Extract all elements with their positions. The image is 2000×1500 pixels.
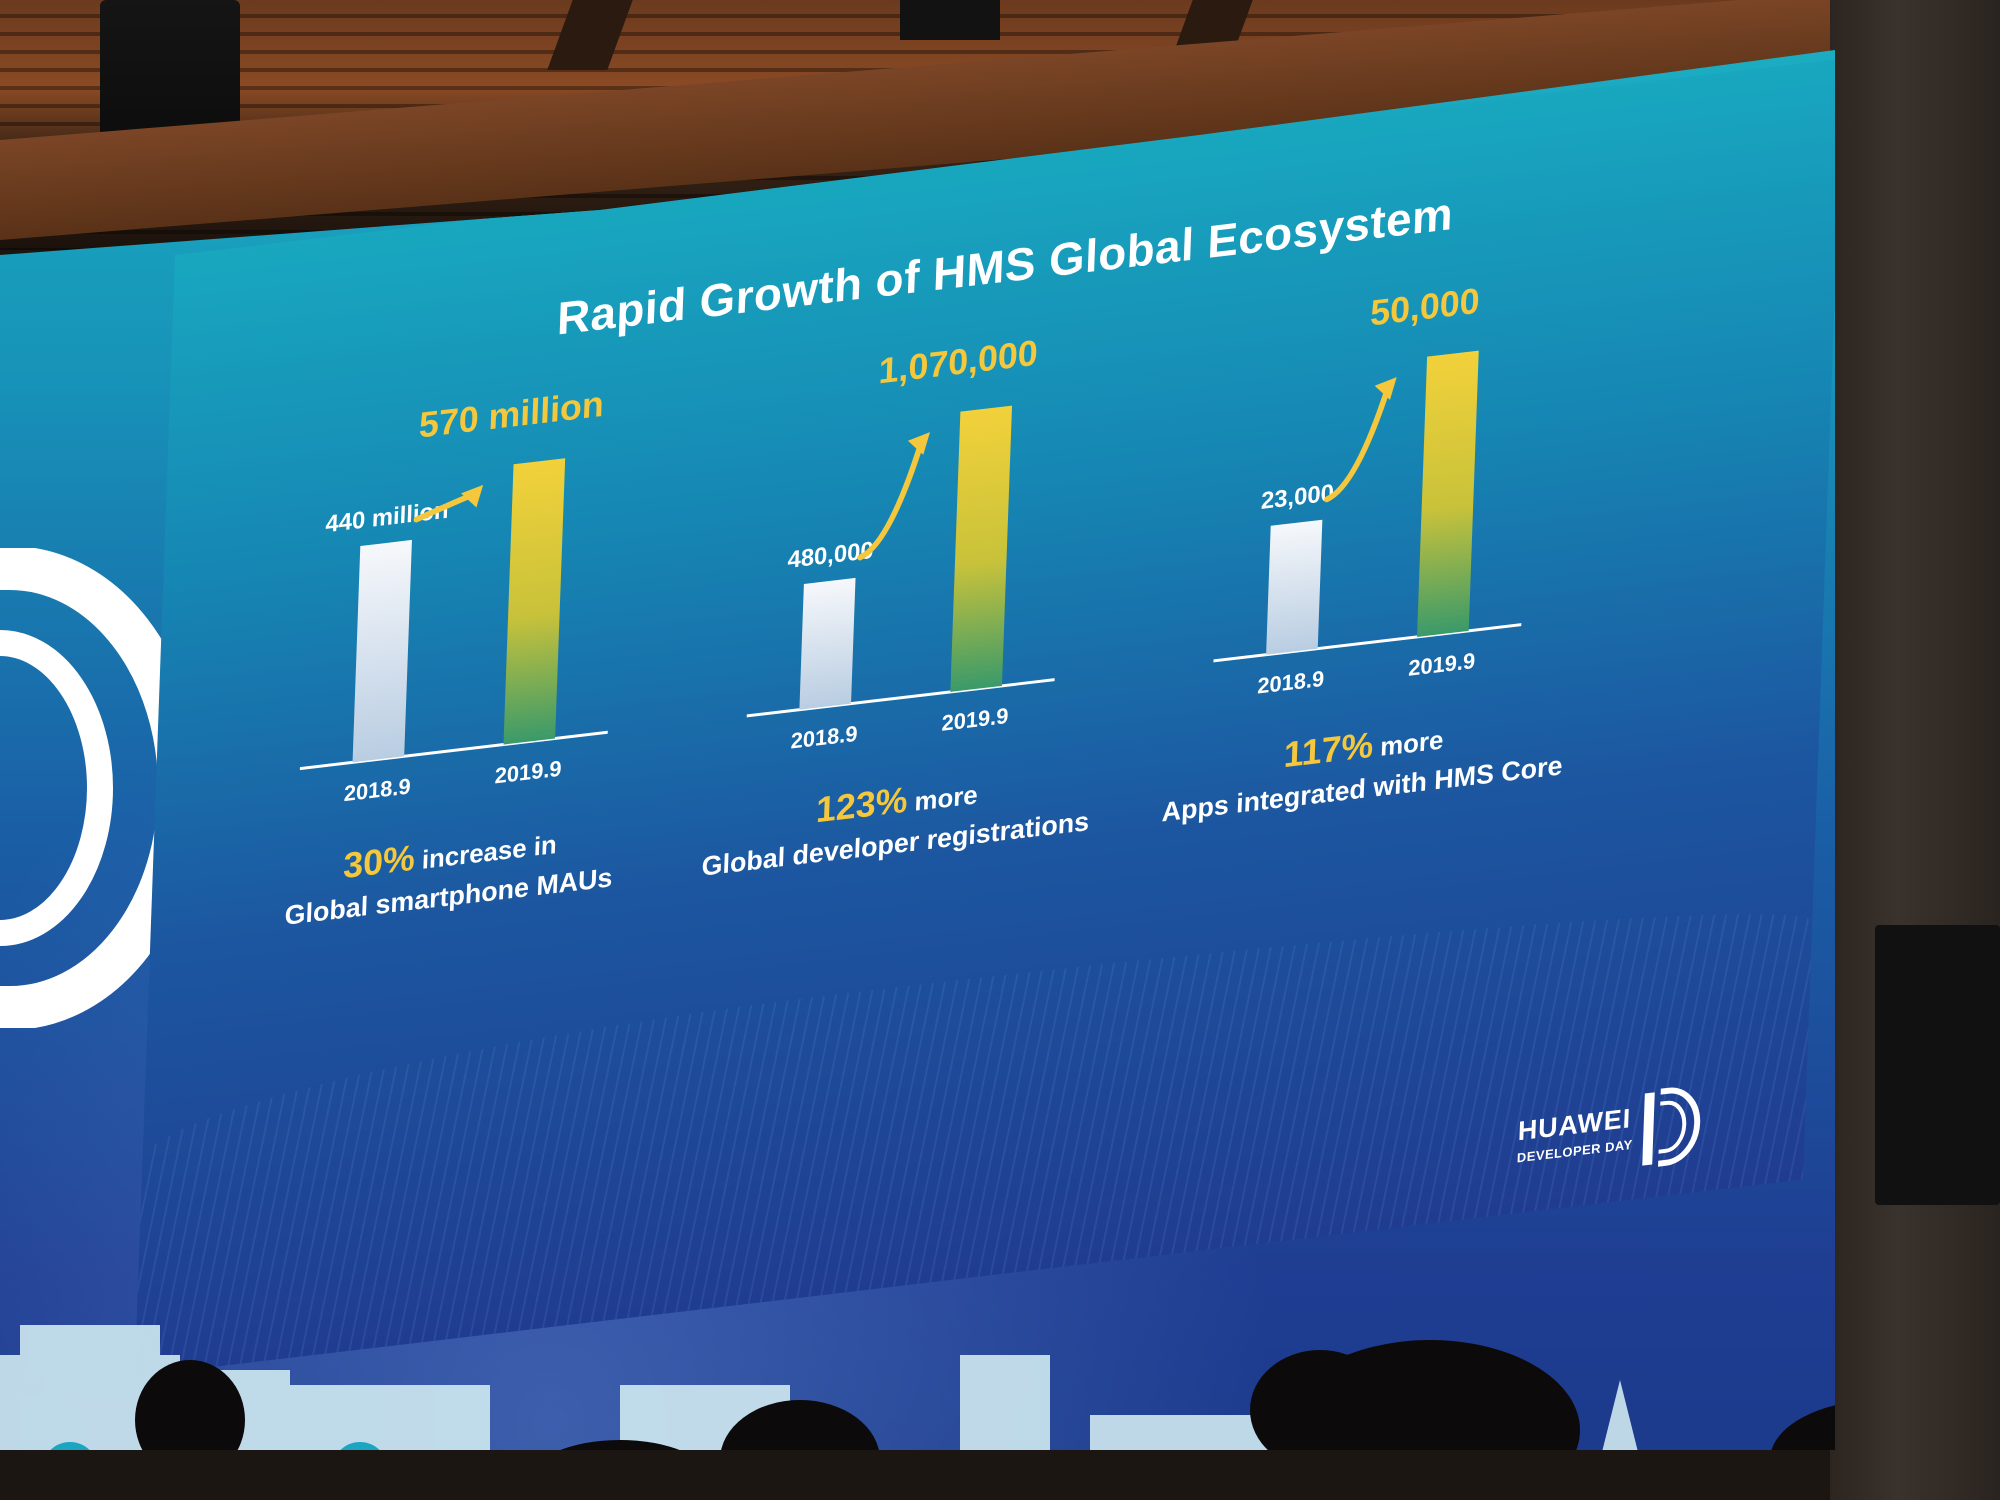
category-label: 2018.9 xyxy=(1257,666,1325,699)
category-label: 2018.9 xyxy=(343,773,411,806)
wall-speaker xyxy=(1875,925,2000,1205)
growth-arrow-icon xyxy=(857,438,925,561)
audience-silhouettes xyxy=(135,1340,1835,1450)
x-axis-line xyxy=(299,730,608,771)
caption-highlight: 117% xyxy=(1283,724,1374,776)
growth-arrow-icon xyxy=(1324,383,1392,503)
caption-text: increase in xyxy=(414,829,557,876)
value-label: 50,000 xyxy=(1370,280,1481,334)
category-label: 2019.9 xyxy=(494,756,562,789)
value-label: 570 million xyxy=(418,383,604,446)
caption-text: more xyxy=(1373,724,1444,762)
ceiling-beam xyxy=(547,0,633,70)
bar-2018-9 xyxy=(352,539,412,763)
category-label: 2019.9 xyxy=(941,703,1009,736)
arrow-head-icon xyxy=(461,484,484,508)
slide: Rapid Growth of HMS Global Ecosystem 440… xyxy=(134,58,1835,1377)
x-axis-line xyxy=(746,678,1055,718)
bar-2018-9 xyxy=(1266,519,1323,655)
value-label: 1,070,000 xyxy=(878,332,1038,392)
right-wall xyxy=(1830,0,2000,1500)
ceiling-speaker xyxy=(900,0,1000,40)
bar-2019-9 xyxy=(950,405,1013,692)
caption-highlight: 30% xyxy=(343,837,416,886)
caption-highlight: 123% xyxy=(815,779,908,831)
category-label: 2019.9 xyxy=(1408,648,1476,681)
bar-2019-9 xyxy=(503,458,566,745)
bar-2018-9 xyxy=(799,577,856,710)
value-label: 440 million xyxy=(325,497,449,539)
arrow-head-icon xyxy=(907,432,930,455)
arrow-head-icon xyxy=(1374,377,1397,400)
huawei-developer-day-logo: HUAWEI DEVELOPER DAY xyxy=(1516,1075,1718,1188)
value-label: 23,000 xyxy=(1261,479,1335,515)
bar-charts: 440 million 2018.9 570 million 2019.9 30% in… xyxy=(284,280,1563,931)
caption-line-2: Global smartphone MAUs xyxy=(284,862,613,931)
brand-d-icon xyxy=(1642,1087,1701,1167)
caption-text: more xyxy=(907,779,978,817)
bar-2019-9 xyxy=(1417,350,1479,637)
projection-screen: Rapid Growth of HMS Global Ecosystem 440… xyxy=(0,50,1835,1450)
chart-panel-1: 440 million 2018.9 570 million 2019.9 30% in… xyxy=(284,383,613,931)
category-label: 2018.9 xyxy=(790,721,858,754)
x-axis-line xyxy=(1213,623,1522,663)
